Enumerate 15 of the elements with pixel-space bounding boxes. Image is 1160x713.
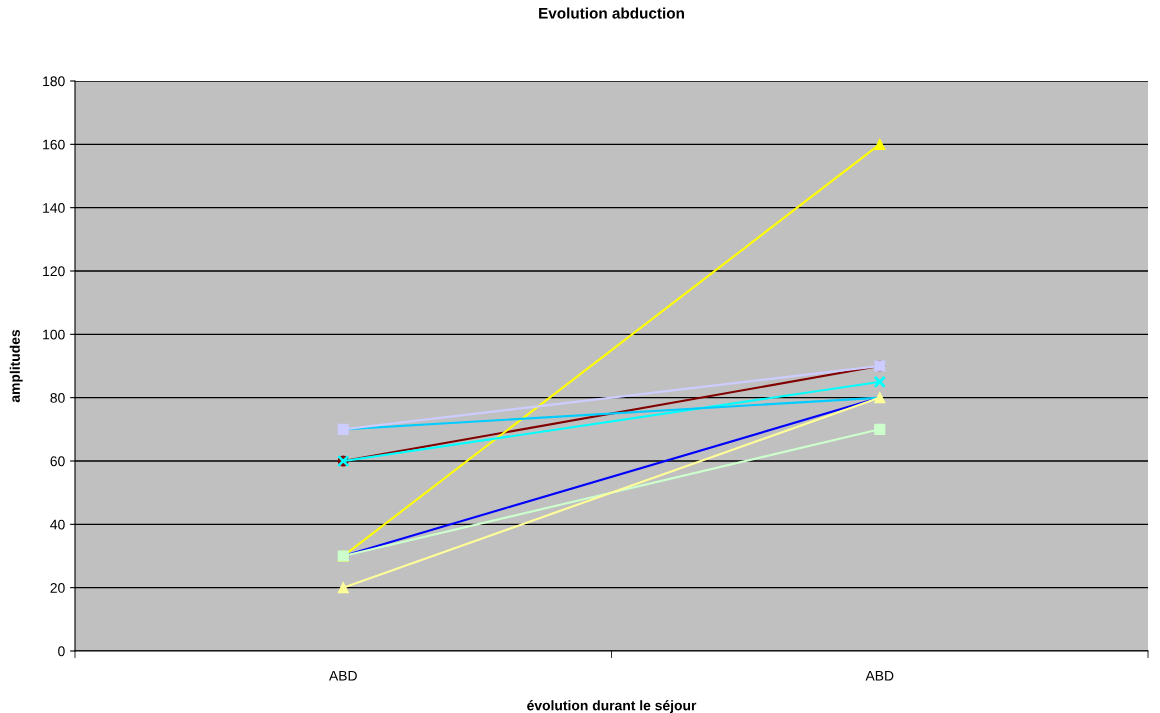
y-tick-label: 40 bbox=[50, 519, 65, 530]
y-tick-label: 60 bbox=[50, 456, 65, 467]
y-tick-label: 0 bbox=[58, 646, 65, 657]
y-tick-label: 80 bbox=[50, 393, 65, 403]
y-axis-title: amplitudes bbox=[9, 329, 23, 403]
chart-title: Evolution abduction bbox=[539, 7, 684, 19]
y-tick-label: 100 bbox=[43, 329, 65, 340]
y-tick-label: 160 bbox=[43, 139, 65, 150]
x-tick-label: ABD bbox=[329, 670, 357, 681]
y-tick-label: 20 bbox=[50, 583, 65, 593]
y-tick-label: 120 bbox=[43, 266, 65, 277]
y-tick-label: 140 bbox=[43, 203, 65, 213]
x-axis-title: évolution durant le séjour bbox=[527, 700, 697, 713]
y-tick-label: 180 bbox=[43, 76, 65, 87]
x-tick-label: ABD bbox=[865, 670, 894, 681]
